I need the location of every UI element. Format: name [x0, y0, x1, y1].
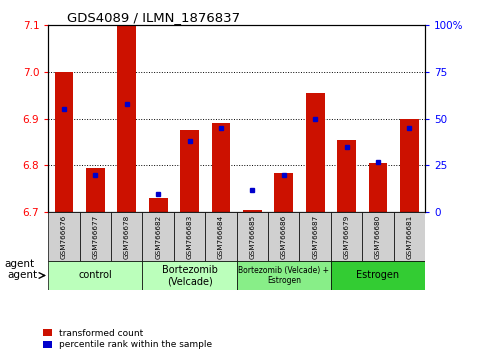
Bar [48, 212, 80, 261]
Text: agent: agent [7, 270, 37, 280]
Text: GSM766686: GSM766686 [281, 215, 287, 259]
Bar [180, 130, 199, 212]
Text: agent: agent [5, 259, 35, 269]
Bar [331, 212, 362, 261]
Text: GSM766687: GSM766687 [312, 215, 318, 259]
Bar [369, 163, 387, 212]
Text: GDS4089 / ILMN_1876837: GDS4089 / ILMN_1876837 [67, 11, 240, 24]
Bar [212, 123, 230, 212]
Bar [48, 261, 142, 290]
Bar [268, 212, 299, 261]
Text: control: control [79, 270, 112, 280]
Text: GSM766678: GSM766678 [124, 215, 130, 259]
Bar [400, 119, 419, 212]
Bar [362, 212, 394, 261]
Bar [117, 0, 136, 212]
Text: GSM766685: GSM766685 [249, 215, 256, 259]
Bar [243, 210, 262, 212]
Bar [111, 212, 142, 261]
Text: Estrogen: Estrogen [356, 270, 399, 280]
Bar [142, 212, 174, 261]
Text: GSM766676: GSM766676 [61, 215, 67, 259]
Bar [205, 212, 237, 261]
Bar [80, 212, 111, 261]
Text: Bortezomib (Velcade) +
Estrogen: Bortezomib (Velcade) + Estrogen [238, 266, 329, 285]
Bar [55, 72, 73, 212]
Bar [394, 212, 425, 261]
Bar [237, 212, 268, 261]
Bar [331, 261, 425, 290]
Bar [337, 140, 356, 212]
Text: GSM766684: GSM766684 [218, 215, 224, 259]
Bar [149, 198, 168, 212]
Legend: transformed count, percentile rank within the sample: transformed count, percentile rank withi… [43, 329, 213, 349]
Text: Bortezomib
(Velcade): Bortezomib (Velcade) [162, 265, 217, 286]
Bar [237, 261, 331, 290]
Bar [299, 212, 331, 261]
Bar [142, 261, 237, 290]
Bar [306, 93, 325, 212]
Text: GSM766683: GSM766683 [186, 215, 193, 259]
Text: GSM766682: GSM766682 [155, 215, 161, 259]
Text: GSM766681: GSM766681 [406, 215, 412, 259]
Text: GSM766679: GSM766679 [343, 215, 350, 259]
Bar [174, 212, 205, 261]
Text: GSM766677: GSM766677 [92, 215, 99, 259]
Bar [86, 168, 105, 212]
Text: GSM766680: GSM766680 [375, 215, 381, 259]
Bar [274, 173, 293, 212]
